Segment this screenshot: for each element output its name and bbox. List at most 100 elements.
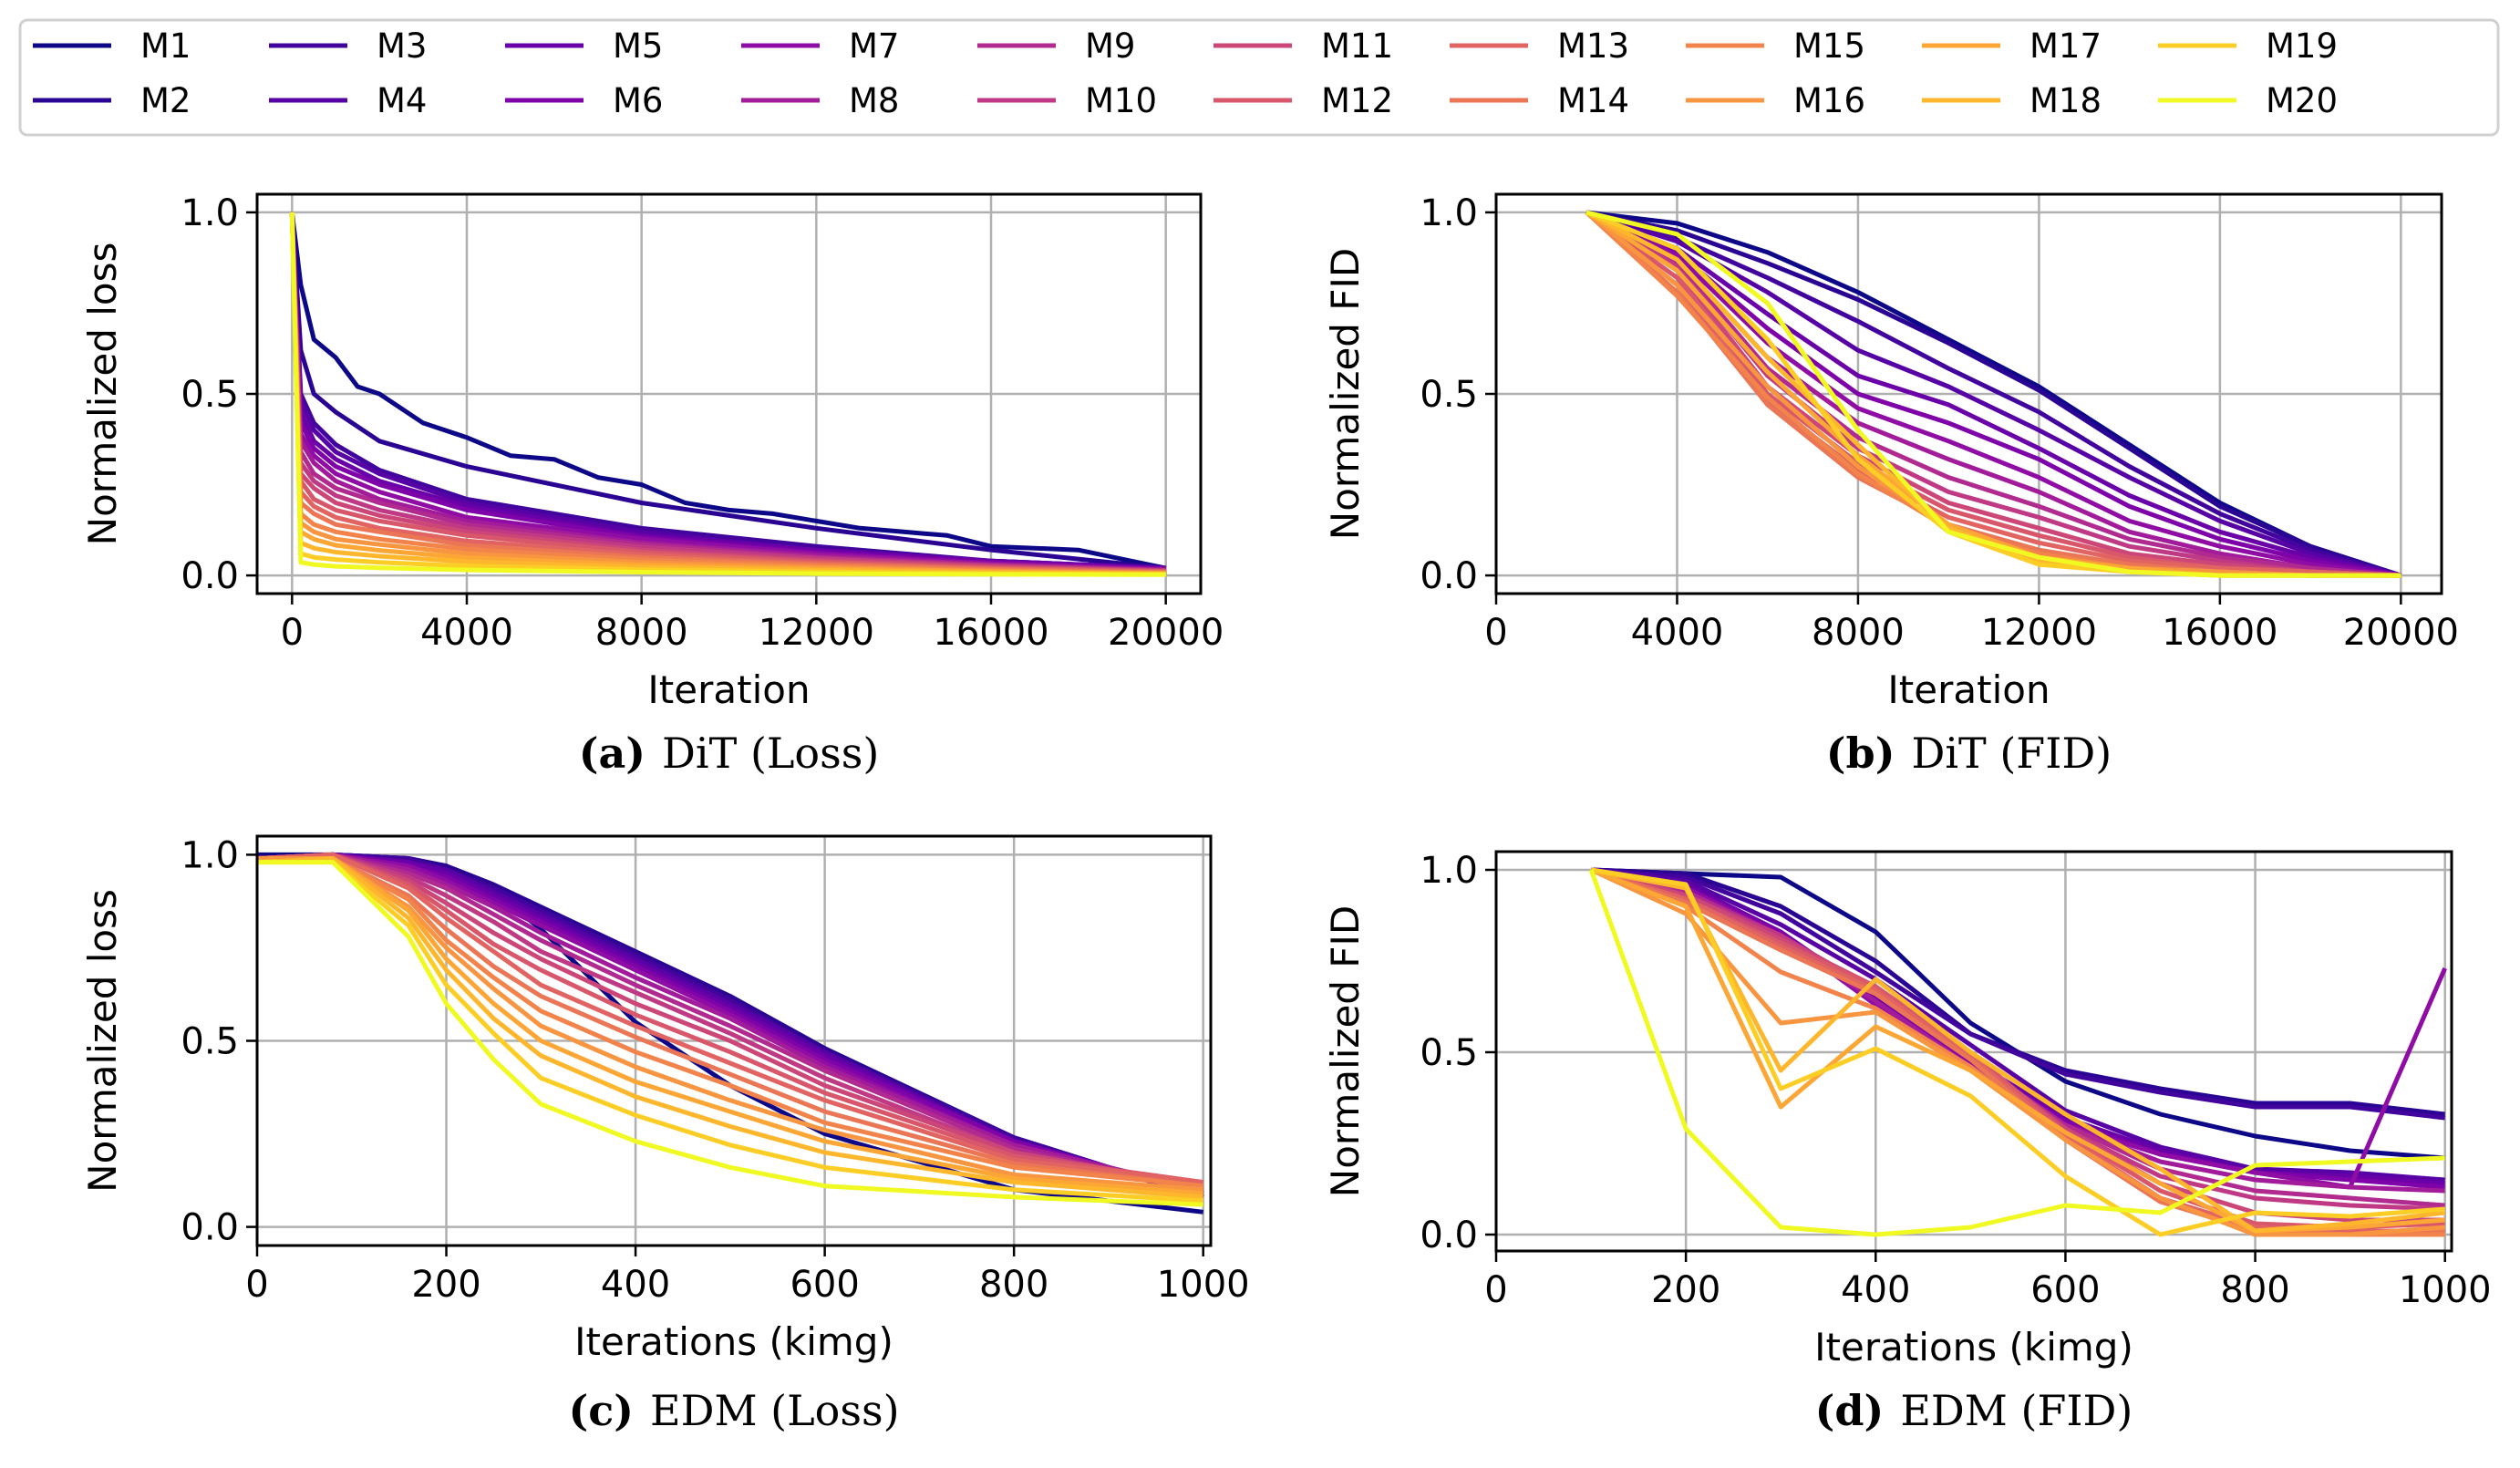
series-line-M20 — [257, 860, 1203, 1207]
legend-item-M11: M11 — [1214, 26, 1393, 66]
legend-label: M14 — [1557, 81, 1629, 120]
x-tick-label: 4000 — [1631, 612, 1724, 654]
y-axis-label: Normalized FID — [1323, 248, 1368, 540]
legend-item-M19: M19 — [2158, 26, 2338, 66]
legend-item-M7: M7 — [741, 26, 899, 66]
y-tick-label: 1.0 — [1420, 192, 1478, 234]
series-line-M10 — [257, 852, 1204, 1189]
x-axis-label: Iterations (kimg) — [574, 1319, 893, 1364]
x-axis-label: Iteration — [1887, 667, 2050, 712]
axes-frame — [1494, 192, 2443, 595]
legend-label: M2 — [140, 81, 191, 120]
legend-item-M17: M17 — [1922, 26, 2102, 66]
y-tick-label: 1.0 — [181, 192, 239, 234]
x-tick-label: 200 — [411, 1264, 480, 1306]
series-line-M20 — [1588, 869, 2445, 1237]
series-group — [257, 852, 1204, 1215]
axes-frame — [255, 834, 1213, 1247]
caption-label: (b) — [1826, 729, 1895, 778]
y-tick-label: 1.0 — [1420, 850, 1478, 892]
legend-item-M8: M8 — [741, 81, 899, 120]
series-group — [289, 212, 1167, 577]
legend-item-M20: M20 — [2158, 81, 2338, 120]
legend-label: M8 — [849, 81, 899, 120]
legend-item-M4: M4 — [269, 81, 427, 120]
series-line-M9 — [257, 852, 1204, 1193]
series-line-M4 — [1590, 867, 2445, 1183]
legend-label: M1 — [140, 26, 191, 66]
x-tick-label: 800 — [979, 1264, 1048, 1306]
x-tick-label: 20000 — [2343, 612, 2459, 654]
x-tick-label: 200 — [1651, 1269, 1720, 1311]
legend-item-M3: M3 — [269, 26, 427, 66]
series-line-M7 — [1585, 210, 2401, 578]
series-line-M1 — [289, 212, 1167, 571]
series-line-M2 — [1585, 210, 2402, 578]
legend-label: M7 — [849, 26, 899, 66]
series-line-M8 — [257, 852, 1204, 1193]
series-line-M9 — [1585, 210, 2401, 578]
series-line-M20 — [289, 212, 1166, 577]
series-line-M5 — [257, 852, 1204, 1196]
legend-item-M1: M1 — [33, 26, 191, 66]
panel-b: 0 4000 8000 12000 16000 20000 0.0 0.5 1.0 Iterati… — [1323, 192, 2459, 778]
y-axis-label: Normalized loss — [80, 243, 125, 546]
legend-item-M16: M16 — [1686, 81, 1865, 120]
legend-label: M15 — [1793, 26, 1865, 66]
axes-frame — [255, 192, 1203, 595]
series-line-M7 — [257, 852, 1204, 1196]
series-line-M18 — [1590, 867, 2445, 1234]
x-tick-label: 12000 — [759, 612, 874, 654]
series-line-M20 — [1585, 210, 2401, 578]
series-line-M11 — [257, 852, 1204, 1189]
panel-c: 0 200 400 600 800 1000 0.0 0.5 1.0 Iterations (ki… — [80, 834, 1250, 1435]
legend-item-M18: M18 — [1922, 81, 2102, 120]
x-tick-label: 0 — [1484, 612, 1507, 654]
y-tick-label: 0.0 — [1420, 555, 1478, 597]
caption-label: (a) — [579, 729, 645, 778]
legend-label: M19 — [2266, 26, 2338, 66]
x-tick-label: 16000 — [2162, 612, 2277, 654]
x-tick-label: 400 — [1841, 1269, 1910, 1311]
y-tick-label: 0.0 — [181, 1207, 239, 1249]
x-tick-label: 16000 — [933, 612, 1048, 654]
x-tick-label: 1000 — [1157, 1264, 1250, 1306]
x-tick-label: 12000 — [1981, 612, 2097, 654]
series-line-M3 — [1585, 210, 2401, 578]
legend-item-M2: M2 — [33, 81, 191, 120]
x-tick-label: 800 — [2220, 1269, 2289, 1311]
x-tick-label: 8000 — [595, 612, 688, 654]
y-tick-label: 0.5 — [1420, 374, 1478, 416]
series-line-M13 — [1585, 210, 2401, 578]
x-axis-label: Iterations (kimg) — [1814, 1325, 2133, 1370]
y-tick-label: 0.5 — [181, 374, 239, 416]
y-tick-label: 1.0 — [181, 834, 239, 876]
x-tick-label: 0 — [245, 1264, 268, 1306]
legend-label: M12 — [1321, 81, 1393, 120]
legend-label: M9 — [1085, 26, 1135, 66]
series-line-M2 — [289, 212, 1166, 571]
y-tick-label: 0.0 — [181, 555, 239, 597]
legend-item-M6: M6 — [505, 81, 663, 120]
series-line-M14 — [257, 856, 1203, 1189]
x-tick-label: 600 — [790, 1264, 859, 1306]
x-tick-label: 400 — [601, 1264, 670, 1306]
caption-title: DiT (FID) — [1911, 729, 2112, 778]
series-line-M17 — [257, 856, 1203, 1196]
y-axis-label: Normalized loss — [80, 889, 125, 1193]
series-line-M5 — [1585, 210, 2401, 578]
series-line-M18 — [257, 856, 1203, 1200]
y-axis-label: Normalized FID — [1323, 905, 1368, 1197]
x-tick-label: 600 — [2030, 1269, 2100, 1311]
subfigure-caption: (c) EDM (Loss) — [568, 1386, 899, 1435]
series-line-M11 — [1590, 867, 2445, 1223]
x-tick-label: 1000 — [2399, 1269, 2492, 1311]
x-tick-label: 20000 — [1108, 612, 1224, 654]
series-group — [1585, 210, 2402, 578]
series-line-M13 — [257, 852, 1203, 1185]
legend-item-M10: M10 — [977, 81, 1157, 120]
subfigure-caption: (d) EDM (FID) — [1815, 1386, 2133, 1435]
panel-a: 0 4000 8000 12000 16000 20000 0.0 0.5 1.0 Iterati… — [80, 192, 1224, 778]
series-line-M16 — [1590, 867, 2445, 1237]
